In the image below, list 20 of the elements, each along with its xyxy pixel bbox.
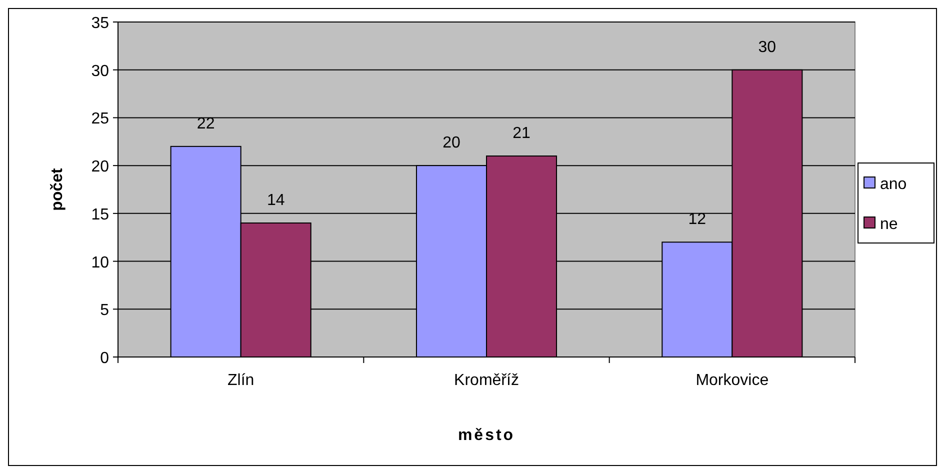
legend-label: ano — [880, 176, 907, 193]
x-tick-label: Kroměříž — [454, 372, 519, 389]
y-tick-label: 10 — [91, 254, 110, 272]
y-tick-label: 35 — [91, 15, 110, 32]
data-label: 30 — [758, 38, 776, 56]
data-label: 20 — [442, 134, 460, 152]
y-axis-title: počet — [49, 167, 66, 211]
y-tick-label: 20 — [91, 158, 110, 176]
x-axis-title: město — [458, 427, 516, 444]
y-tick-label: 15 — [91, 206, 110, 224]
legend-label: ne — [880, 216, 898, 233]
y-tick-label: 5 — [100, 302, 110, 320]
y-tick-label: 30 — [91, 62, 110, 80]
y-tick-label: 0 — [100, 350, 110, 367]
data-label: 21 — [512, 125, 531, 142]
data-label: 12 — [688, 211, 706, 228]
x-tick-label: Morkovice — [696, 372, 769, 389]
x-tick-label: Zlín — [227, 372, 254, 389]
y-tick-label: 25 — [91, 110, 110, 128]
data-label: 14 — [266, 192, 285, 209]
